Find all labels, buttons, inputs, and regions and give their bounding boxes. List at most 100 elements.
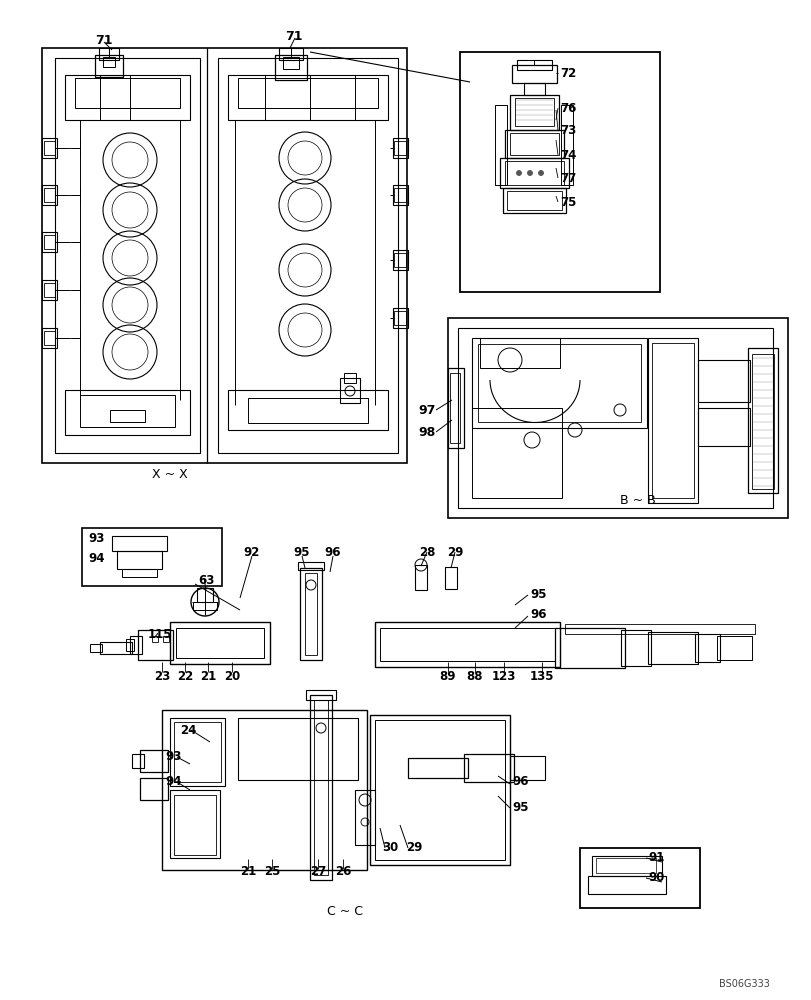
Bar bbox=[139, 778, 168, 800]
Bar bbox=[44, 141, 55, 155]
Bar bbox=[279, 48, 303, 60]
Bar bbox=[393, 253, 406, 267]
Bar bbox=[509, 133, 558, 155]
Bar bbox=[514, 98, 553, 126]
Bar bbox=[517, 60, 551, 70]
Bar bbox=[523, 83, 544, 95]
Circle shape bbox=[516, 171, 521, 176]
Bar bbox=[370, 715, 509, 865]
Text: 22: 22 bbox=[177, 670, 193, 682]
Text: 63: 63 bbox=[198, 574, 214, 586]
Text: 76: 76 bbox=[560, 102, 576, 115]
Bar bbox=[554, 628, 624, 668]
Bar bbox=[247, 398, 367, 423]
Text: 73: 73 bbox=[560, 124, 576, 137]
Bar bbox=[393, 250, 407, 270]
Bar bbox=[42, 138, 57, 158]
Bar bbox=[42, 280, 57, 300]
Bar bbox=[591, 856, 661, 876]
Bar bbox=[587, 876, 665, 894]
Text: 21: 21 bbox=[239, 865, 255, 878]
Bar bbox=[169, 718, 225, 786]
Bar bbox=[42, 48, 406, 463]
Bar bbox=[460, 52, 659, 292]
Text: 93: 93 bbox=[88, 532, 105, 544]
Bar bbox=[448, 368, 463, 448]
Bar bbox=[393, 188, 406, 202]
Bar bbox=[694, 634, 719, 662]
Text: 135: 135 bbox=[529, 670, 554, 682]
Bar bbox=[393, 308, 407, 328]
Text: 24: 24 bbox=[180, 724, 196, 736]
Bar bbox=[95, 55, 122, 77]
Bar bbox=[163, 636, 169, 642]
Text: 74: 74 bbox=[560, 149, 576, 162]
Bar bbox=[117, 551, 162, 569]
Bar bbox=[109, 410, 145, 422]
Bar bbox=[42, 185, 57, 205]
Bar bbox=[509, 95, 558, 130]
Bar bbox=[162, 710, 367, 870]
Bar bbox=[393, 185, 407, 205]
Bar bbox=[55, 58, 200, 453]
Bar bbox=[299, 568, 322, 660]
Bar bbox=[344, 373, 355, 383]
Bar bbox=[506, 191, 561, 210]
Bar bbox=[509, 756, 544, 780]
Text: 96: 96 bbox=[324, 546, 341, 558]
Bar bbox=[44, 283, 55, 297]
Text: 27: 27 bbox=[310, 865, 326, 878]
Bar bbox=[65, 390, 190, 435]
Bar bbox=[393, 141, 406, 155]
Text: B ~ B: B ~ B bbox=[620, 493, 655, 506]
Bar bbox=[65, 75, 190, 120]
Bar bbox=[126, 639, 134, 651]
Text: C ~ C: C ~ C bbox=[327, 905, 363, 918]
Bar bbox=[716, 636, 751, 660]
Text: 29: 29 bbox=[446, 546, 462, 558]
Bar bbox=[275, 55, 307, 80]
Bar bbox=[471, 408, 561, 498]
Bar bbox=[647, 632, 697, 664]
Bar bbox=[471, 338, 646, 428]
Text: 96: 96 bbox=[512, 775, 528, 788]
Bar bbox=[90, 644, 102, 652]
Text: 123: 123 bbox=[491, 670, 516, 682]
Bar bbox=[174, 722, 221, 782]
Bar bbox=[152, 636, 158, 642]
Text: 90: 90 bbox=[647, 871, 663, 884]
Bar bbox=[139, 750, 168, 772]
Bar bbox=[103, 57, 115, 67]
Bar bbox=[305, 573, 316, 655]
Text: 88: 88 bbox=[466, 670, 483, 682]
Bar bbox=[500, 158, 569, 188]
Bar bbox=[306, 690, 336, 700]
Bar bbox=[169, 622, 270, 664]
Bar bbox=[193, 602, 217, 610]
Bar bbox=[393, 311, 406, 325]
Bar bbox=[697, 408, 749, 446]
Bar bbox=[414, 565, 427, 590]
Bar bbox=[42, 328, 57, 348]
Bar bbox=[283, 57, 298, 69]
Bar bbox=[375, 720, 504, 860]
Bar bbox=[228, 390, 388, 430]
Bar bbox=[463, 754, 513, 782]
Bar bbox=[132, 754, 144, 768]
Text: 94: 94 bbox=[88, 552, 105, 564]
Text: 92: 92 bbox=[243, 546, 260, 558]
Bar bbox=[375, 622, 560, 667]
Bar bbox=[238, 78, 378, 108]
Bar bbox=[197, 588, 212, 602]
Bar bbox=[122, 569, 157, 577]
Bar bbox=[444, 567, 457, 589]
Text: 91: 91 bbox=[647, 851, 663, 864]
Bar bbox=[80, 395, 175, 427]
Text: 23: 23 bbox=[154, 670, 170, 682]
Text: X ~ X: X ~ X bbox=[152, 468, 187, 481]
Circle shape bbox=[538, 171, 543, 176]
Text: 98: 98 bbox=[418, 426, 435, 438]
Bar bbox=[504, 130, 564, 158]
Bar bbox=[174, 795, 216, 855]
Circle shape bbox=[527, 171, 532, 176]
